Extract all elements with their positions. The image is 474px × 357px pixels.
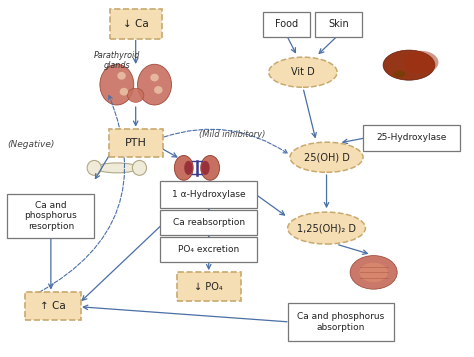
FancyBboxPatch shape (110, 9, 162, 40)
FancyBboxPatch shape (160, 181, 257, 208)
Ellipse shape (119, 88, 128, 96)
Text: PO₄ excretion: PO₄ excretion (178, 245, 239, 254)
Ellipse shape (288, 212, 365, 244)
Text: (Negative): (Negative) (7, 140, 55, 149)
Text: ↓ Ca: ↓ Ca (123, 19, 148, 29)
Text: ↓ PO₄: ↓ PO₄ (194, 282, 223, 292)
Text: 25(OH) D: 25(OH) D (303, 152, 349, 162)
Text: Ca and phosphorus
absorption: Ca and phosphorus absorption (297, 312, 384, 332)
FancyBboxPatch shape (7, 193, 94, 238)
Text: Skin: Skin (328, 19, 349, 29)
Ellipse shape (201, 156, 219, 180)
Ellipse shape (359, 263, 388, 282)
Text: 1 α-Hydroxylase: 1 α-Hydroxylase (172, 190, 246, 199)
Text: Vit D: Vit D (291, 67, 315, 77)
FancyBboxPatch shape (177, 272, 240, 301)
Ellipse shape (184, 161, 193, 175)
Text: 25-Hydroxylase: 25-Hydroxylase (376, 133, 447, 142)
Text: 1,25(OH)₂ D: 1,25(OH)₂ D (297, 223, 356, 233)
FancyBboxPatch shape (363, 125, 460, 151)
Text: ↑ Ca: ↑ Ca (40, 301, 66, 311)
Ellipse shape (269, 57, 337, 87)
FancyBboxPatch shape (315, 12, 362, 37)
Text: (Mild inhibitory): (Mild inhibitory) (199, 130, 266, 139)
FancyBboxPatch shape (109, 129, 163, 157)
Ellipse shape (403, 51, 438, 74)
FancyBboxPatch shape (288, 303, 394, 341)
FancyBboxPatch shape (160, 210, 257, 235)
Text: Parathyroid
glands: Parathyroid glands (94, 51, 140, 70)
Text: PTH: PTH (125, 138, 146, 148)
Ellipse shape (174, 156, 193, 180)
Ellipse shape (128, 88, 144, 102)
Text: Ca reabsorption: Ca reabsorption (173, 218, 245, 227)
Ellipse shape (383, 50, 435, 80)
Ellipse shape (96, 163, 138, 173)
FancyBboxPatch shape (160, 237, 257, 262)
Ellipse shape (201, 161, 210, 175)
Ellipse shape (137, 64, 172, 105)
Text: Food: Food (275, 19, 298, 29)
Ellipse shape (350, 256, 397, 289)
Ellipse shape (290, 142, 363, 172)
Text: Ca and
phosphorus
resorption: Ca and phosphorus resorption (25, 201, 77, 231)
Ellipse shape (117, 72, 126, 80)
FancyBboxPatch shape (25, 292, 82, 320)
FancyBboxPatch shape (263, 12, 310, 37)
Ellipse shape (132, 160, 146, 175)
Ellipse shape (394, 70, 405, 77)
Ellipse shape (100, 64, 134, 105)
Ellipse shape (154, 86, 163, 94)
Ellipse shape (87, 160, 101, 175)
Ellipse shape (150, 74, 159, 81)
